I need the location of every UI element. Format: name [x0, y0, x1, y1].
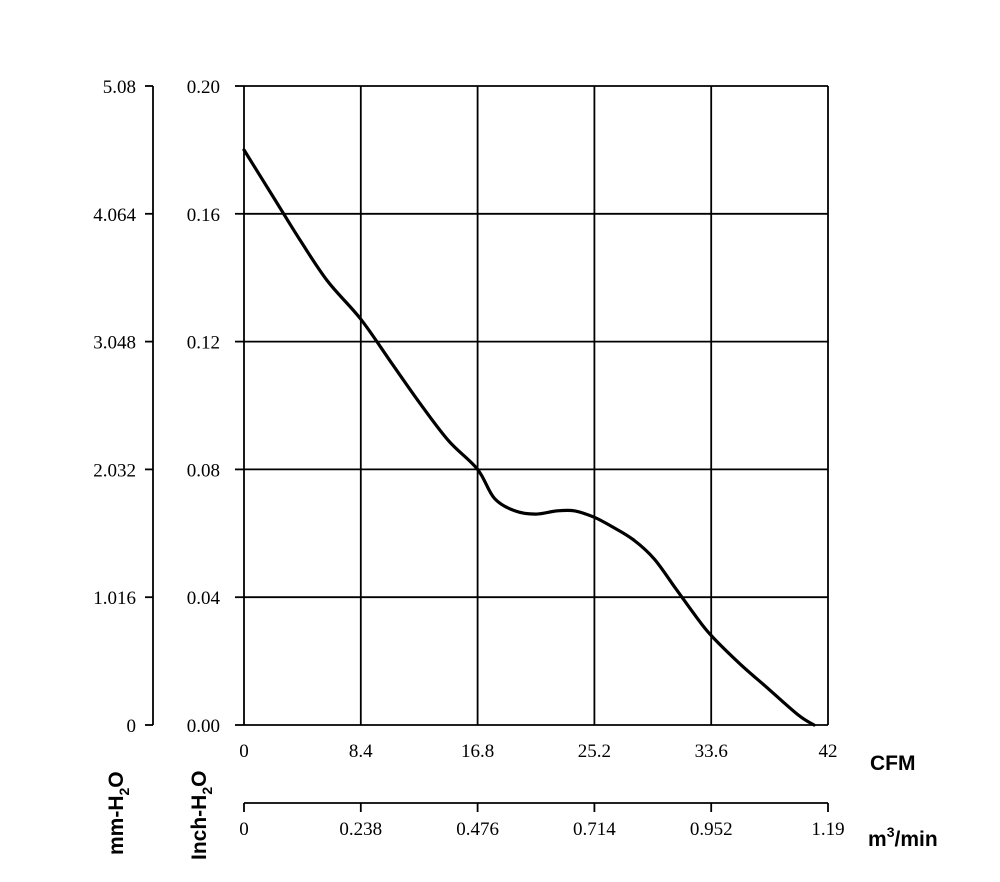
y-tick-label: 0.20 [187, 77, 220, 98]
x-secondary-tick-label: 0.714 [573, 819, 616, 840]
x-tick-label: 25.2 [578, 741, 611, 762]
y-axis-label: Inch-H2O [188, 771, 215, 860]
y-secondary-tick-label: 5.08 [103, 77, 136, 98]
x-tick-label: 42 [819, 741, 838, 762]
y-tick-label: 0.08 [187, 460, 220, 481]
y-secondary-tick-label: 4.064 [93, 205, 136, 226]
y-secondary-tick-label: 2.032 [93, 460, 136, 481]
x-secondary-tick-label: 0.238 [339, 819, 382, 840]
y-tick-label: 0.04 [187, 588, 221, 609]
y-tick-label: 0.00 [187, 716, 220, 737]
series-line [242, 148, 816, 727]
y-axis-secondary-label: mm-H2O [105, 771, 132, 855]
x-secondary-tick-label: 1.19 [811, 819, 844, 840]
x-tick-label: 0 [239, 741, 249, 762]
axes [145, 85, 829, 812]
x-tick-label: 33.6 [695, 741, 728, 762]
x-tick-label: 16.8 [461, 741, 494, 762]
x-tick-label: 8.4 [349, 741, 373, 762]
y-secondary-tick-label: 1.016 [93, 588, 136, 609]
x-axis-label: CFM [870, 752, 916, 775]
x-secondary-tick-label: 0 [239, 819, 249, 840]
x-secondary-tick-label: 0.476 [456, 819, 499, 840]
grid-lines [243, 85, 829, 726]
tick-labels: 0.00 0.04 0.08 0.12 0.16 0.20 0 1.016 2.032 3.048… [93, 77, 844, 840]
x-axis-secondary-label: m3/min [868, 824, 938, 851]
y-tick-label: 0.16 [187, 205, 220, 226]
y-secondary-tick-label: 0 [127, 716, 137, 737]
y-secondary-tick-label: 3.048 [93, 333, 136, 354]
y-tick-label: 0.12 [187, 333, 220, 354]
x-secondary-tick-label: 0.952 [690, 819, 733, 840]
